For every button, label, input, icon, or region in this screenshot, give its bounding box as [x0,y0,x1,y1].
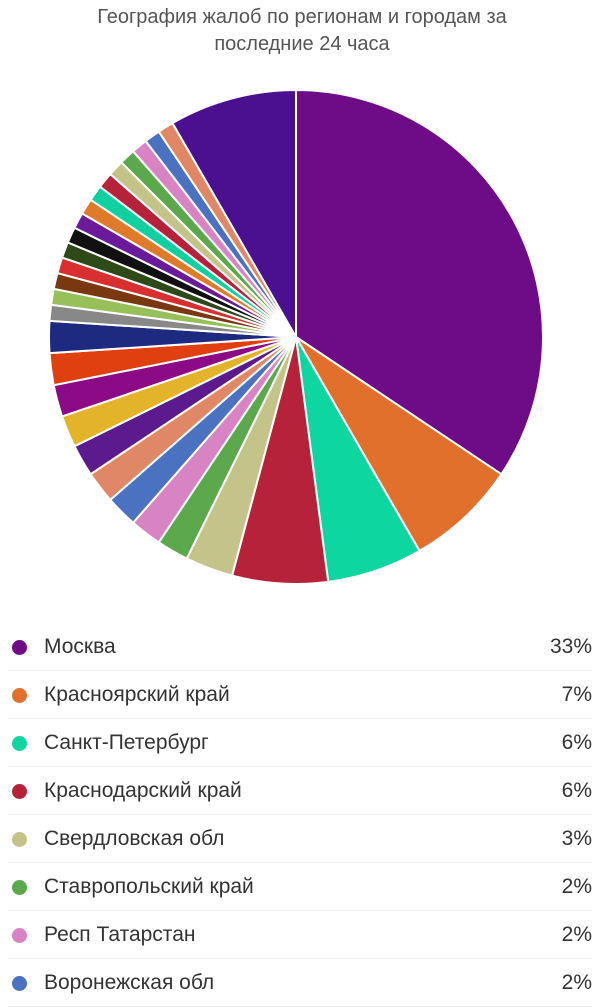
legend-label: Санкт-Петербург [44,731,209,754]
legend-label: Респ Татарстан [44,923,196,946]
legend-value: 7% [561,683,592,706]
legend-dot [12,736,27,751]
legend-item: Ставропольский край 2% [8,863,592,911]
legend-label: Красноярский край [44,683,230,706]
legend-label: Краснодарский край [44,779,242,802]
legend-dot [12,640,27,655]
legend-dot [12,688,27,703]
legend-label: Воронежская обл [44,971,215,994]
legend-dot [12,784,27,799]
legend-value: 2% [561,923,592,946]
legend-label: Москва [44,635,116,658]
legend-item: Санкт-Петербург 6% [8,719,592,767]
legend-item: Красноярский край 7% [8,671,592,719]
legend-dot [12,880,27,895]
pie-chart [48,88,544,585]
legend-item: Краснодарский край 6% [8,767,592,815]
legend-value: 33% [549,635,592,658]
legend-value: 6% [561,731,592,754]
legend-item: Свердловская обл 3% [8,815,592,863]
legend-item: Респ Татарстан 2% [8,911,592,959]
legend-dot [12,832,27,847]
pie-slice [171,88,297,341]
legend-value: 6% [561,779,592,802]
pie-slice [295,336,503,553]
legend-item: Москва 33% [8,623,592,671]
legend-value: 2% [561,875,592,898]
chart-title: География жалоб по регионам и городам за… [97,6,507,55]
legend-value: 2% [561,971,592,994]
legend-label: Свердловская обл [44,827,225,850]
legend-label: Ставропольский край [44,875,254,898]
legend-dot [12,976,27,991]
legend-dot [12,928,27,943]
legend-value: 3% [561,827,592,850]
legend: Москва 33% Красноярский край 7% Санкт-Петерб… [0,623,604,1007]
